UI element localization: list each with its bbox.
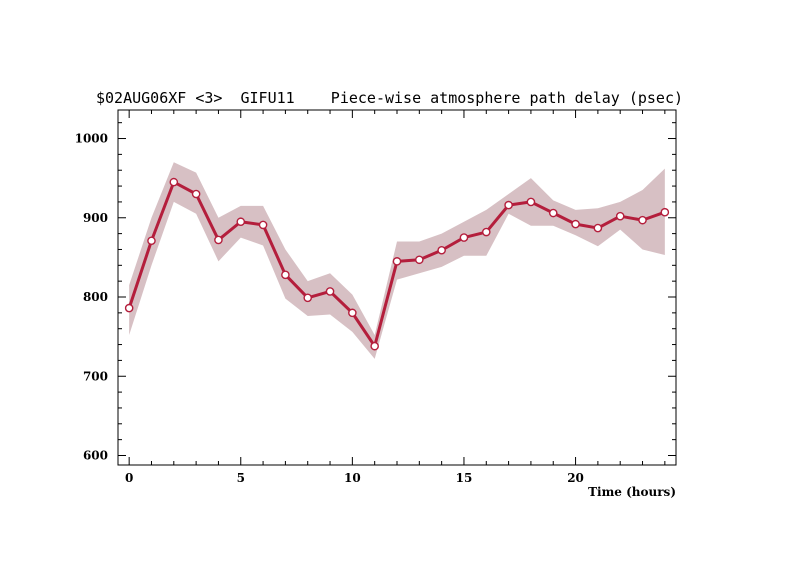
y-tick-label: 800: [83, 290, 108, 304]
data-point: [281, 270, 290, 280]
data-point: [638, 215, 647, 225]
data-point: [481, 227, 491, 237]
data-point: [526, 197, 536, 207]
data-point: [392, 257, 402, 266]
y-tick-label: 900: [83, 211, 108, 225]
plot-frame: [117, 109, 677, 466]
data-point: [348, 308, 357, 318]
data-point: [370, 341, 379, 351]
chart-title: $02AUG06XF <3> GIFU11 Piece-wise atmosph…: [96, 89, 683, 107]
x-tick-label: 15: [456, 471, 473, 485]
x-tick-label: 20: [567, 471, 584, 485]
data-point: [236, 217, 246, 227]
x-axis-label: Time (hours): [588, 485, 676, 499]
data-point: [615, 211, 625, 221]
data-point: [459, 233, 469, 242]
data-point: [169, 177, 179, 187]
y-tick-label: 600: [83, 448, 108, 462]
tick-label-layer: 0 5 10 15 20 600 700 800 900 1000: [75, 132, 584, 485]
data-point: [415, 255, 424, 265]
y-tick-label: 700: [83, 369, 108, 383]
data-point: [191, 189, 201, 199]
x-tick-label: 0: [125, 471, 133, 485]
data-point: [258, 220, 268, 230]
data-point: [124, 303, 134, 313]
data-point: [571, 219, 580, 229]
x-tick-label: 10: [344, 471, 361, 485]
data-point: [593, 223, 603, 233]
data-point: [325, 287, 335, 296]
x-tick-label: 5: [237, 471, 245, 485]
tick-layer: [118, 110, 676, 465]
data-point: [548, 208, 558, 218]
data-point: [660, 207, 670, 217]
data-point: [504, 200, 513, 210]
data-point: [214, 235, 223, 245]
data-point: [303, 293, 313, 303]
data-point: [437, 245, 446, 255]
data-point-layer: [124, 177, 670, 351]
y-tick-label: 1000: [75, 132, 108, 146]
data-point: [147, 236, 156, 246]
